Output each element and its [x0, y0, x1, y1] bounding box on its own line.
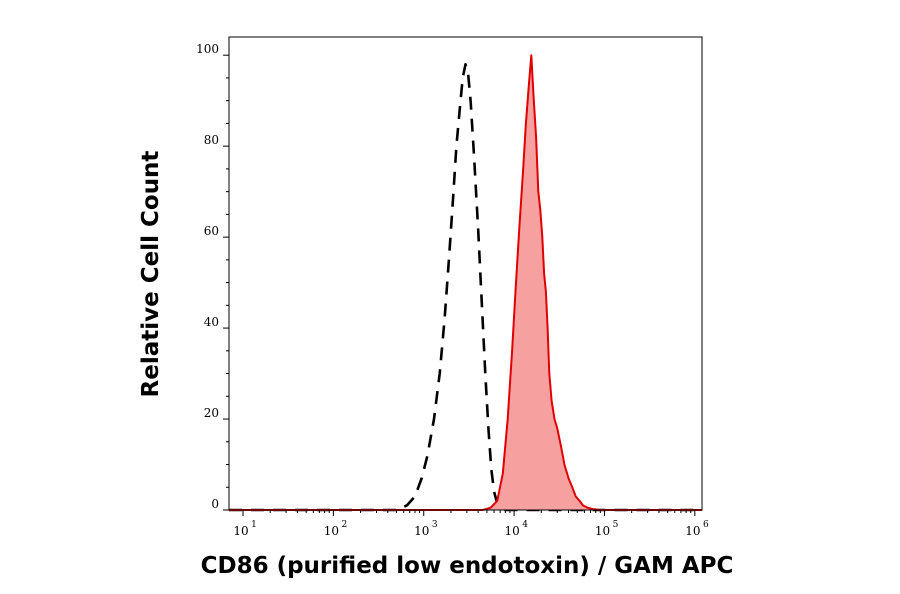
x-tick-exponent: 5 [613, 520, 619, 530]
y-tick-label: 100 [196, 42, 219, 56]
x-axis-title: CD86 (purified low endotoxin) / GAM APC [201, 553, 734, 579]
series-line-0 [229, 63, 702, 512]
x-tick-exponent: 6 [703, 520, 709, 530]
y-tick-label: 40 [204, 315, 219, 329]
x-tick-label: 10 [233, 524, 248, 538]
plot-area [229, 54, 702, 512]
x-tick-exponent: 1 [251, 520, 257, 530]
series-line-1 [229, 54, 702, 511]
x-tick-label: 10 [414, 524, 429, 538]
x-tick-label: 10 [504, 524, 519, 538]
y-axis-title: Relative Cell Count [138, 151, 164, 398]
x-tick-exponent: 2 [342, 520, 348, 530]
series-fill-1 [229, 55, 702, 510]
y-tick-label: 60 [204, 224, 219, 238]
y-tick-label: 80 [204, 133, 219, 147]
x-tick-label: 10 [685, 524, 700, 538]
x-tick-label: 10 [324, 524, 339, 538]
y-tick-label: 20 [204, 406, 219, 420]
x-axis: 10 1 10 2 10 3 10 4 10 5 10 6 [233, 510, 709, 538]
y-tick-label: 0 [211, 497, 219, 511]
x-tick-exponent: 4 [522, 520, 528, 530]
plot-frame [228, 36, 703, 511]
x-tick-label: 10 [595, 524, 610, 538]
y-axis: 0 20 40 60 80 100 [196, 42, 229, 511]
x-tick-exponent: 3 [432, 520, 438, 530]
